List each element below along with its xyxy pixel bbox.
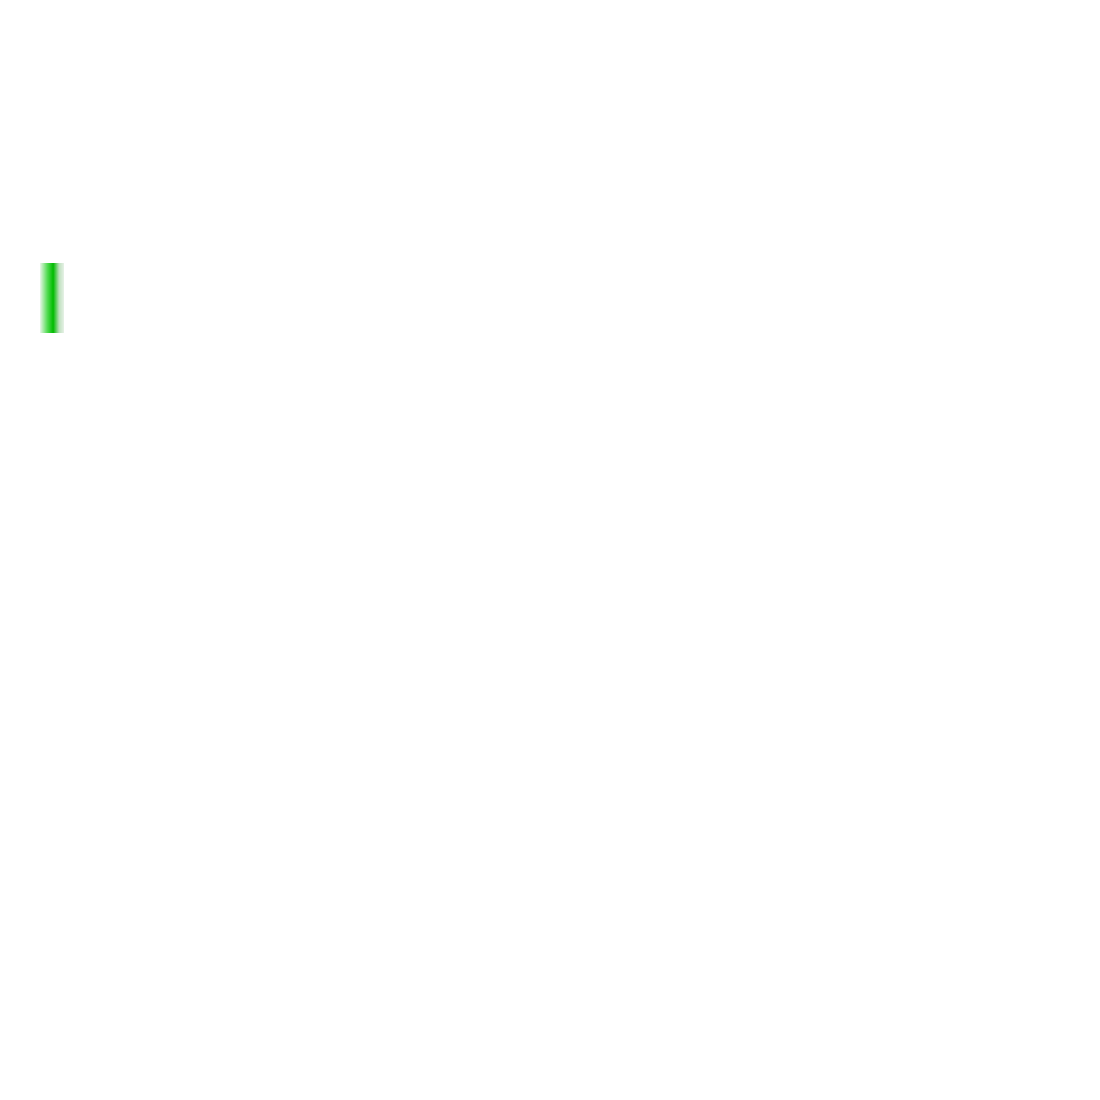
rh-legend-swatch xyxy=(40,263,64,333)
